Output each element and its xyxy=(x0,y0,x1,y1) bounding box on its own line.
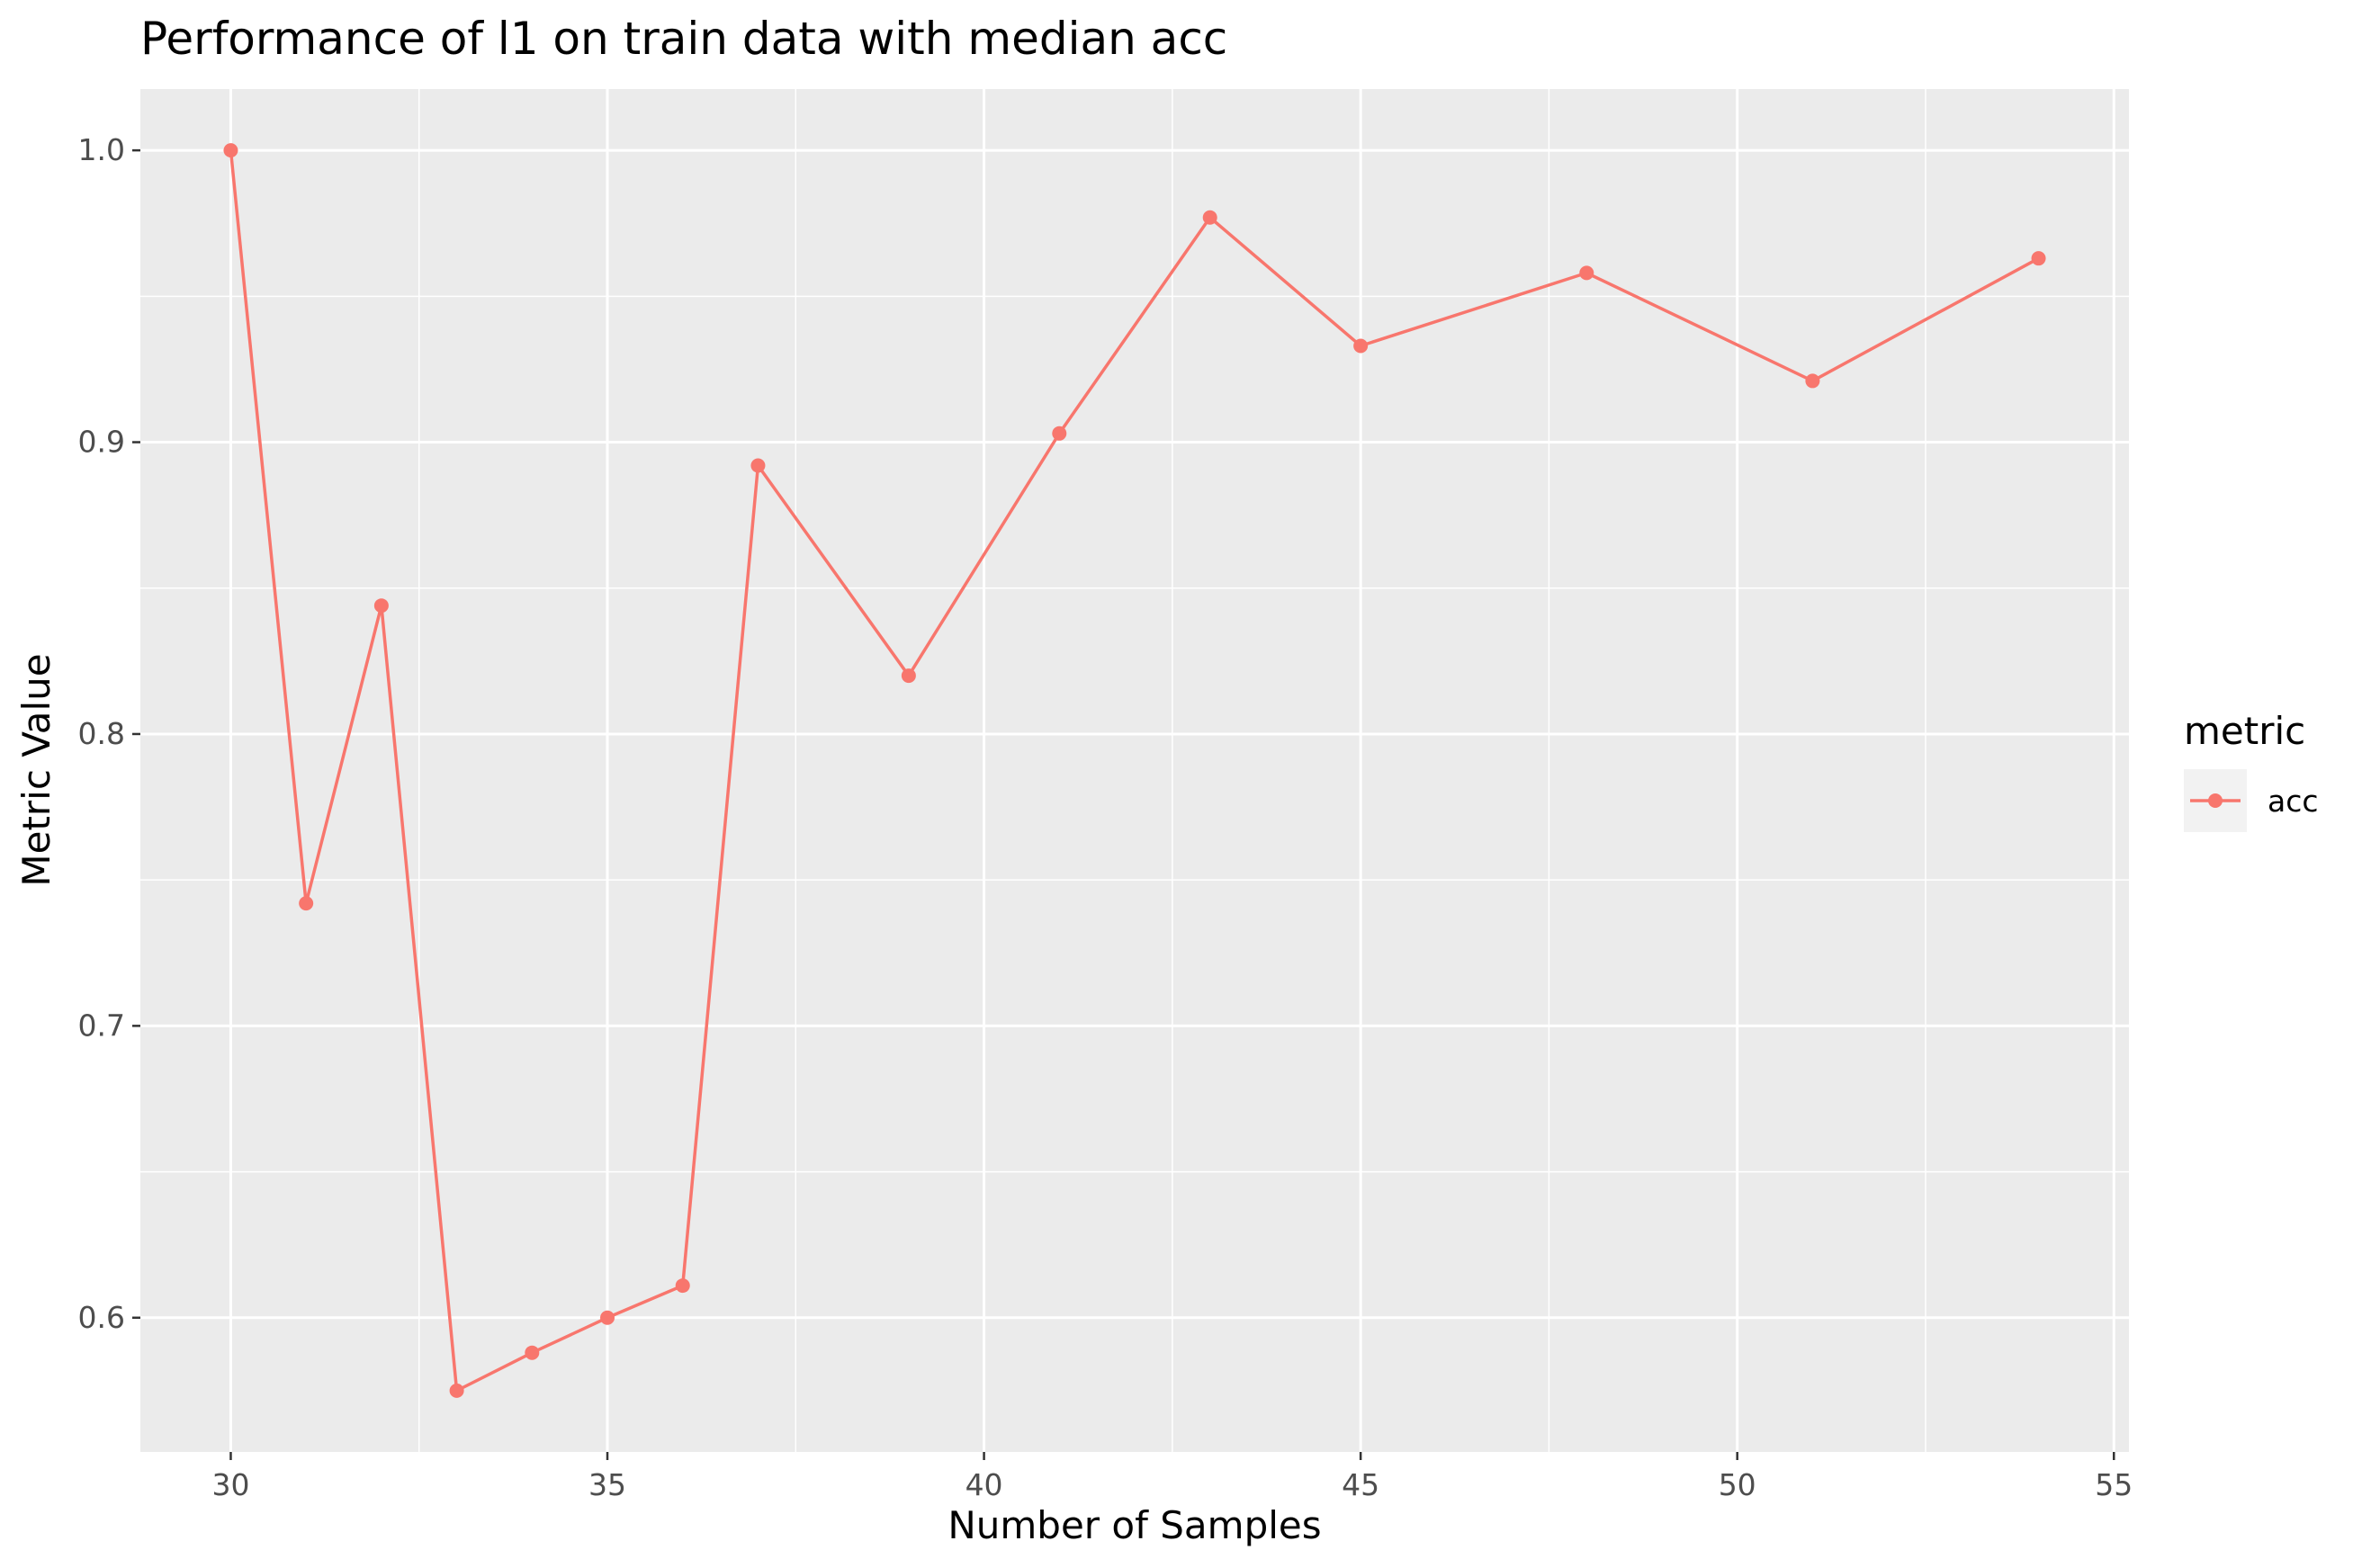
legend-title: metric xyxy=(2184,709,2305,753)
data-point xyxy=(750,458,766,473)
legend: metric acc xyxy=(2184,709,2319,832)
legend-label-acc: acc xyxy=(2268,784,2319,819)
data-point xyxy=(1805,373,1820,389)
data-point xyxy=(449,1383,464,1398)
x-tick-label: 35 xyxy=(588,1467,626,1502)
data-point xyxy=(1052,426,1067,441)
data-point xyxy=(675,1278,690,1294)
plot-panel xyxy=(140,89,2129,1452)
series-points xyxy=(223,143,2046,1398)
legend-key-point xyxy=(2208,793,2223,808)
y-axis: 0.6 0.7 0.8 0.9 1.0 xyxy=(78,132,140,1335)
data-point xyxy=(525,1345,540,1360)
data-point xyxy=(2031,251,2046,266)
data-point xyxy=(1202,210,1217,225)
y-tick-label: 0.9 xyxy=(78,425,125,460)
x-tick-label: 50 xyxy=(1719,1467,1756,1502)
data-point xyxy=(299,896,314,911)
y-tick-label: 0.6 xyxy=(78,1300,125,1335)
x-tick-label: 40 xyxy=(965,1467,1003,1502)
data-point xyxy=(901,668,916,684)
x-axis-title: Number of Samples xyxy=(947,1503,1321,1547)
x-tick-label: 55 xyxy=(2095,1467,2133,1502)
y-tick-label: 0.8 xyxy=(78,716,125,751)
major-gridlines xyxy=(140,89,2129,1452)
minor-gridlines xyxy=(140,89,2129,1452)
x-tick-label: 45 xyxy=(1342,1467,1379,1502)
data-point xyxy=(1579,265,1594,281)
data-point xyxy=(373,598,389,614)
x-tick-label: 30 xyxy=(211,1467,249,1502)
data-point xyxy=(600,1310,615,1325)
y-axis-title: Metric Value xyxy=(14,653,58,886)
chart-title: Performance of l1 on train data with med… xyxy=(140,13,1227,65)
data-point xyxy=(223,143,238,158)
y-tick-label: 1.0 xyxy=(78,132,125,167)
data-point xyxy=(1353,338,1369,354)
y-tick-label: 0.7 xyxy=(78,1008,125,1043)
x-axis: 30 35 40 45 50 55 xyxy=(211,1452,2133,1502)
